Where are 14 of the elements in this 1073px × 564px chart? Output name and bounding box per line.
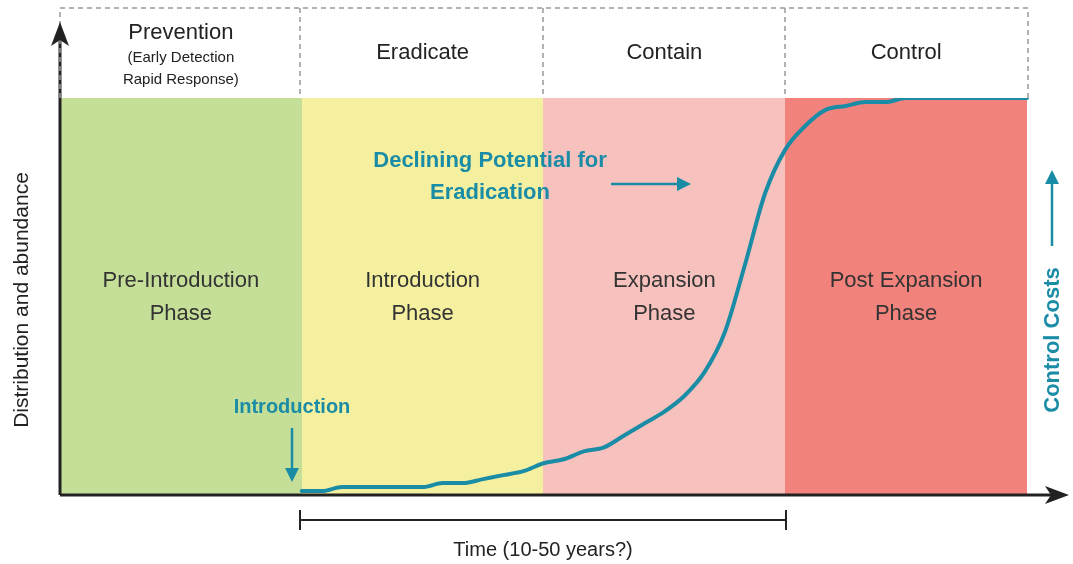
annotation: Post Expansion Phase [829,266,983,325]
text: (Early Detection Rapid Response) [122,48,239,88]
x-axis-title: Time (10-50 years?) [453,537,633,560]
y-axis-title: Distribution and abundance [8,172,32,428]
y2-axis-title: Control Costs [1039,267,1065,413]
annotation: Pre-Introduction Phase [102,266,260,325]
annotation: Introduction [233,394,351,417]
text: Prevention [128,19,234,45]
text: Contain [626,39,703,65]
text: Control [870,39,942,65]
annotation: Introduction Phase [365,266,481,325]
text: Eradicate [376,39,470,65]
annotation: Declining Potential for Eradication [373,147,608,205]
annotation: Expansion Phase [613,266,716,325]
